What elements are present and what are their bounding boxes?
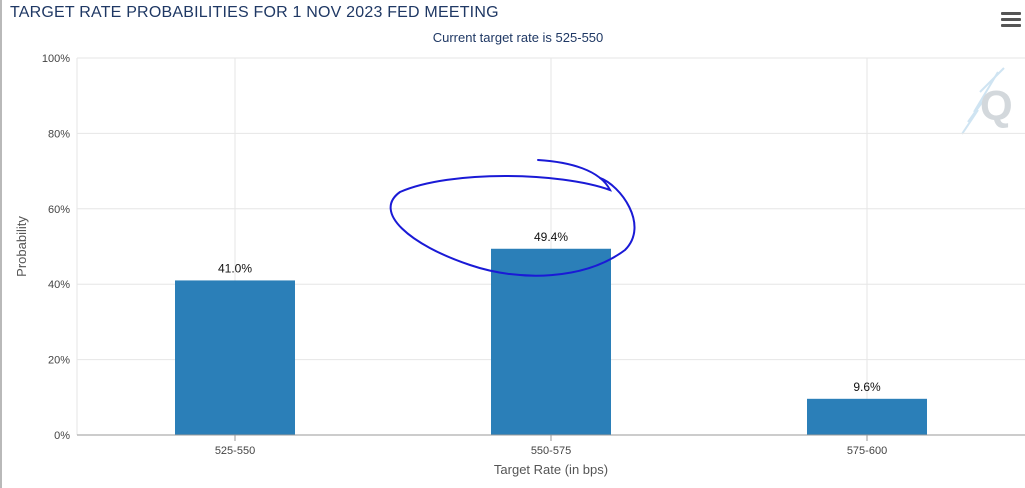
y-tick-label: 0%	[54, 430, 70, 442]
bar-layer	[175, 248, 927, 435]
chart-title: TARGET RATE PROBABILITIES FOR 1 NOV 2023…	[10, 4, 499, 21]
data-label: 49.4%	[534, 230, 568, 244]
label-layer: 41.0% 49.4% 9.6%	[218, 230, 881, 394]
bar-550-575[interactable]	[491, 248, 611, 435]
data-label: 9.6%	[853, 380, 881, 394]
axis-layer: 0% 20% 40% 60% 80% 100% 525-550 550-575 575-600	[42, 53, 1025, 457]
y-tick-label: 60%	[48, 204, 70, 216]
y-tick-label: 20%	[48, 355, 70, 367]
chart-subtitle: Current target rate is 525-550	[432, 30, 604, 45]
y-axis-title: Probability	[14, 216, 29, 277]
y-tick-label: 40%	[48, 279, 70, 291]
svg-text:Q: Q	[980, 82, 1013, 129]
x-tick-label: 575-600	[847, 445, 887, 457]
q-logo-icon: Q	[961, 67, 1013, 135]
bar-575-600[interactable]	[807, 398, 927, 435]
y-tick-label: 80%	[48, 128, 70, 140]
data-label: 41.0%	[218, 261, 252, 275]
bar-525-550[interactable]	[175, 280, 295, 435]
hand-drawn-circle-annotation	[389, 159, 636, 277]
x-axis-title: Target Rate (in bps)	[494, 462, 608, 477]
y-tick-label: 100%	[42, 53, 70, 65]
hamburger-menu-icon[interactable]	[1001, 12, 1021, 30]
x-tick-label: 550-575	[531, 445, 571, 457]
x-tick-label: 525-550	[215, 445, 255, 457]
